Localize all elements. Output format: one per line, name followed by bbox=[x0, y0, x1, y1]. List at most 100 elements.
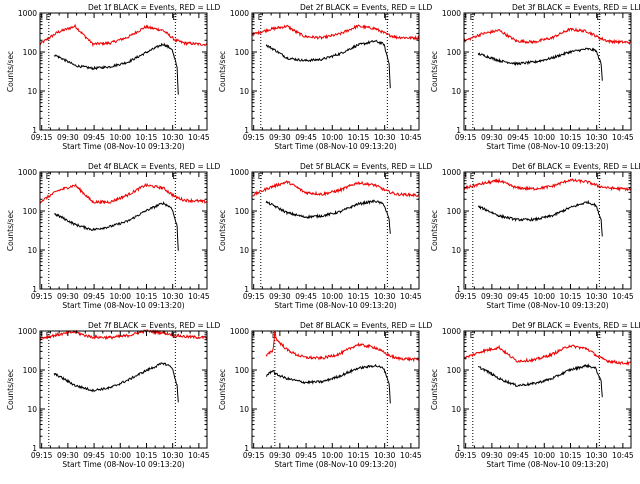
y-axis-label: Counts/sec bbox=[430, 210, 439, 251]
y-tick-label: 10 bbox=[27, 246, 37, 255]
y-axis-label: Counts/sec bbox=[6, 369, 15, 410]
y-tick-label: 10 bbox=[451, 246, 461, 255]
y-tick-label: 1 bbox=[456, 285, 461, 294]
x-tick-label: 09:30 bbox=[57, 292, 79, 301]
x-tick-label: 09:30 bbox=[269, 451, 291, 460]
plot-frame bbox=[251, 171, 420, 290]
series-red-lld bbox=[39, 23, 208, 48]
x-axis-label: Start Time (08-Nov-10 09:13:20) bbox=[62, 142, 184, 151]
x-tick-label: 09:45 bbox=[507, 133, 529, 142]
y-tick-label: 1000 bbox=[230, 9, 249, 18]
x-tick-label: 09:30 bbox=[269, 292, 291, 301]
series-black-events bbox=[53, 362, 179, 403]
x-axis-label: Start Time (08-Nov-10 09:13:20) bbox=[62, 460, 184, 469]
x-tick-label: 10:00 bbox=[109, 133, 131, 142]
y-tick-label: 1 bbox=[32, 126, 37, 135]
y-tick-label: 100 bbox=[447, 366, 462, 375]
x-tick-label: 10:30 bbox=[586, 451, 608, 460]
x-tick-label: 09:30 bbox=[57, 451, 79, 460]
x-tick-label: 10:15 bbox=[560, 292, 582, 301]
x-tick-label: 09:15 bbox=[455, 451, 477, 460]
y-tick-label: 100 bbox=[23, 366, 38, 375]
x-tick-label: 09:45 bbox=[83, 451, 105, 460]
y-tick-label: 100 bbox=[447, 48, 462, 57]
x-tick-label: 09:30 bbox=[481, 133, 503, 142]
plot-frame bbox=[39, 330, 208, 449]
marker-label: E bbox=[172, 172, 177, 181]
x-tick-label: 09:30 bbox=[481, 292, 503, 301]
panel-title: Det 4f BLACK = Events, RED = LLD bbox=[88, 162, 221, 171]
y-axis-label: Counts/sec bbox=[430, 51, 439, 92]
marker-label: E bbox=[172, 13, 177, 22]
y-tick-label: 100 bbox=[235, 366, 250, 375]
x-tick-label: 10:15 bbox=[560, 133, 582, 142]
x-tick-label: 10:15 bbox=[136, 451, 158, 460]
x-tick-label: 10:00 bbox=[109, 451, 131, 460]
y-tick-label: 1 bbox=[456, 444, 461, 453]
x-tick-label: 10:00 bbox=[321, 292, 343, 301]
x-tick-label: 09:45 bbox=[507, 451, 529, 460]
series-black-events bbox=[477, 47, 603, 81]
marker-label: E bbox=[470, 13, 475, 22]
x-tick-label: 09:45 bbox=[295, 133, 317, 142]
marker-label: E bbox=[384, 13, 389, 22]
marker-label: E bbox=[470, 172, 475, 181]
panel-title: Det 8f BLACK = Events, RED = LLD bbox=[300, 321, 433, 330]
y-axis-label: Counts/sec bbox=[218, 51, 227, 92]
y-axis-label: Counts/sec bbox=[430, 369, 439, 410]
panel-title: Det 3f BLACK = Events, RED = LLD bbox=[512, 3, 640, 12]
panel-title: Det 1f BLACK = Events, RED = LLD bbox=[88, 3, 221, 12]
x-tick-label: 10:00 bbox=[533, 292, 555, 301]
plot-frame bbox=[251, 12, 420, 131]
y-tick-label: 1000 bbox=[18, 327, 37, 336]
x-tick-label: 10:45 bbox=[188, 451, 210, 460]
x-axis-label: Start Time (08-Nov-10 09:13:20) bbox=[274, 460, 396, 469]
x-tick-label: 09:15 bbox=[31, 133, 53, 142]
y-axis-label: Counts/sec bbox=[218, 210, 227, 251]
marker-label: E bbox=[384, 331, 389, 340]
x-tick-label: 10:00 bbox=[109, 292, 131, 301]
x-tick-label: 09:15 bbox=[243, 292, 265, 301]
marker-label: E bbox=[46, 172, 51, 181]
series-red-lld bbox=[251, 24, 420, 41]
marker-label: E bbox=[46, 331, 51, 340]
series-black-events bbox=[265, 199, 391, 234]
y-tick-label: 10 bbox=[451, 87, 461, 96]
x-tick-label: 09:15 bbox=[243, 133, 265, 142]
x-tick-label: 10:45 bbox=[188, 292, 210, 301]
x-tick-label: 10:15 bbox=[136, 292, 158, 301]
marker-label: E bbox=[596, 172, 601, 181]
x-tick-label: 10:00 bbox=[533, 133, 555, 142]
marker-label: E bbox=[46, 13, 51, 22]
y-tick-label: 1000 bbox=[442, 9, 461, 18]
x-tick-label: 09:30 bbox=[57, 133, 79, 142]
x-tick-label: 10:30 bbox=[374, 133, 396, 142]
plot-frame bbox=[463, 12, 632, 131]
panel-title: Det 2f BLACK = Events, RED = LLD bbox=[300, 3, 433, 12]
series-red-lld bbox=[251, 180, 420, 198]
y-tick-label: 100 bbox=[447, 207, 462, 216]
panel-title: Det 7f BLACK = Events, RED = LLD bbox=[88, 321, 221, 330]
series-black-events bbox=[265, 39, 391, 89]
x-tick-label: 10:00 bbox=[533, 451, 555, 460]
series-red-lld bbox=[463, 344, 632, 366]
y-tick-label: 100 bbox=[23, 207, 38, 216]
x-tick-label: 10:30 bbox=[374, 292, 396, 301]
y-tick-label: 10 bbox=[27, 405, 37, 414]
panel-title: Det 6f BLACK = Events, RED = LLD bbox=[512, 162, 640, 171]
x-tick-label: 10:00 bbox=[321, 133, 343, 142]
x-tick-label: 09:45 bbox=[83, 133, 105, 142]
x-tick-label: 10:45 bbox=[612, 292, 634, 301]
plot-frame bbox=[463, 171, 632, 290]
marker-label: E bbox=[384, 172, 389, 181]
y-axis-label: Counts/sec bbox=[6, 210, 15, 251]
